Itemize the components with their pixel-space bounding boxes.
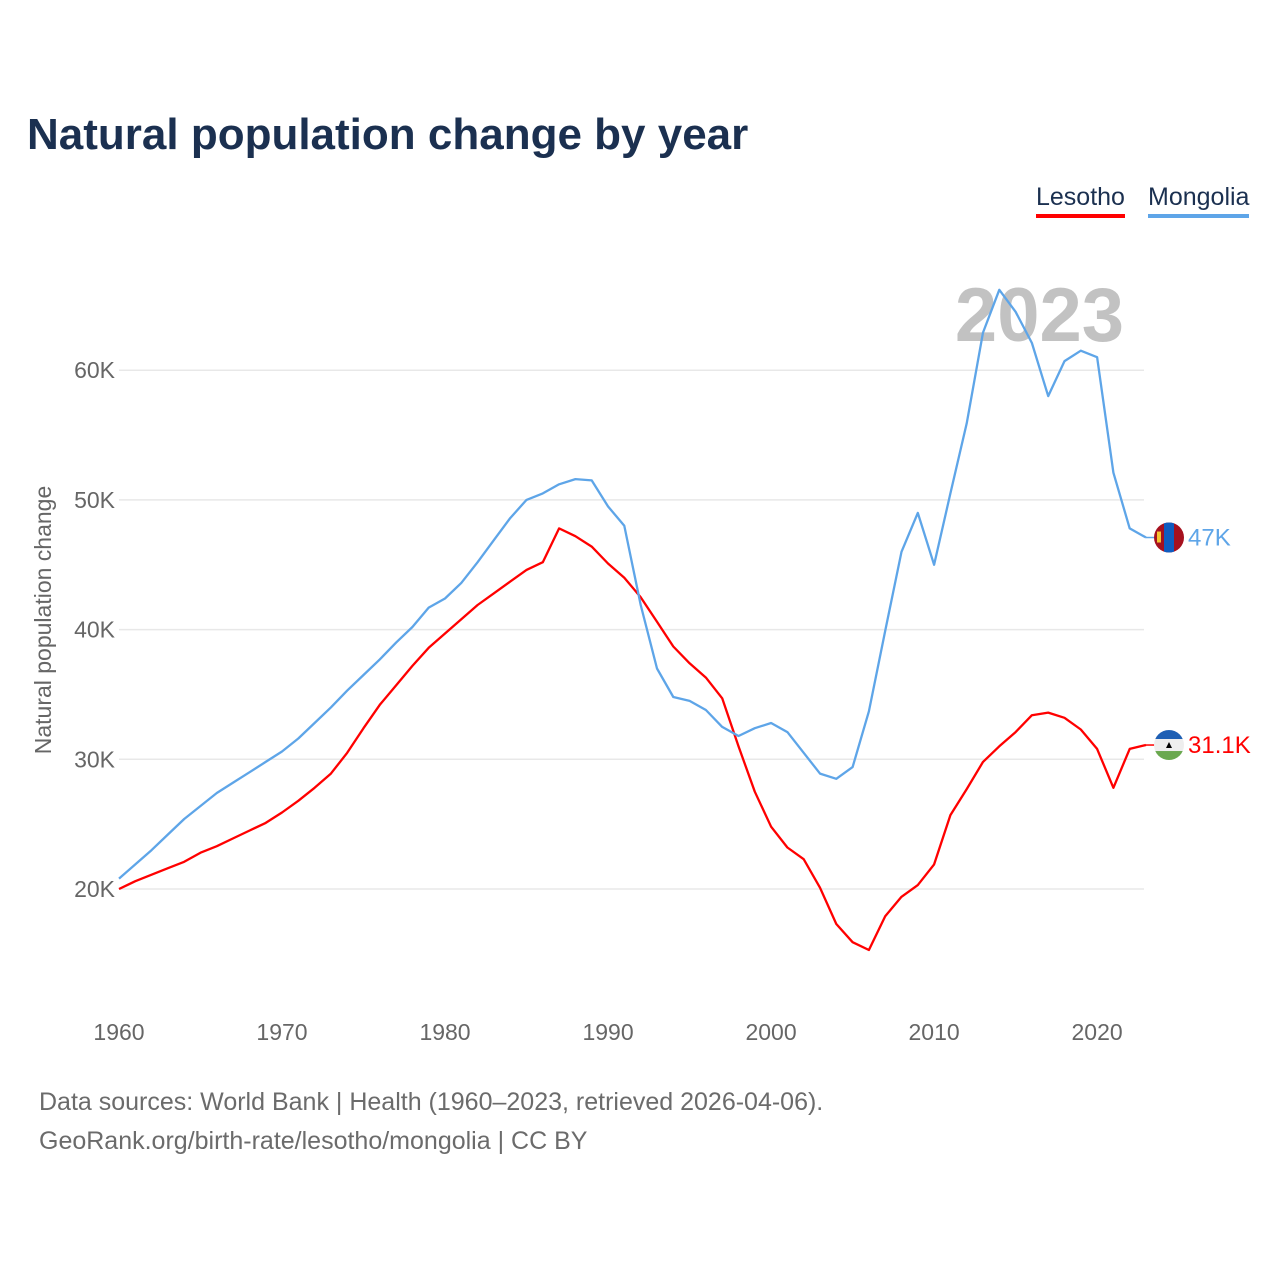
x-tick-label: 1970 [256, 1019, 307, 1045]
year-watermark: 2023 [955, 273, 1124, 358]
x-tick-label: 1980 [419, 1019, 470, 1045]
y-tick-label: 40K [74, 617, 116, 643]
y-tick-label: 50K [74, 487, 116, 513]
end-value-label-lesotho: 31.1K [1188, 732, 1251, 759]
series-lines [118, 288, 1147, 952]
footer-sources: Data sources: World Bank | Health (1960–… [39, 1088, 824, 1116]
y-tick-label: 60K [74, 357, 116, 383]
x-tick-label: 2000 [745, 1019, 796, 1045]
y-tick-label: 30K [74, 746, 116, 772]
series-line-lesotho [118, 527, 1147, 952]
y-axis-label: Natural population change [30, 486, 56, 755]
mongolia-flag-icon [1154, 522, 1184, 553]
legend-item-mongolia[interactable]: Mongolia [1148, 183, 1250, 218]
legend-item-lesotho[interactable]: Lesotho [1036, 183, 1125, 218]
series-end-markers: 31.1K 47K [1146, 522, 1251, 761]
chart-title: Natural population change by year [27, 110, 749, 159]
x-tick-label: 1990 [582, 1019, 633, 1045]
footer-attribution[interactable]: GeoRank.org/birth-rate/lesotho/mongolia … [39, 1127, 588, 1155]
x-tick-label: 2020 [1072, 1019, 1123, 1045]
series-line-mongolia [118, 288, 1147, 880]
y-tick-label: 20K [74, 876, 116, 902]
lesotho-flag-icon [1154, 730, 1184, 761]
end-value-label-mongolia: 47K [1188, 525, 1231, 552]
x-tick-label: 1960 [93, 1019, 144, 1045]
x-tick-label: 2010 [908, 1019, 959, 1045]
y-axis-ticks: 20K 30K 40K 50K 60K [74, 357, 116, 902]
gridlines [119, 369, 1144, 890]
x-axis-ticks: 1960 1970 1980 1990 2000 2010 2020 [93, 1019, 1122, 1045]
